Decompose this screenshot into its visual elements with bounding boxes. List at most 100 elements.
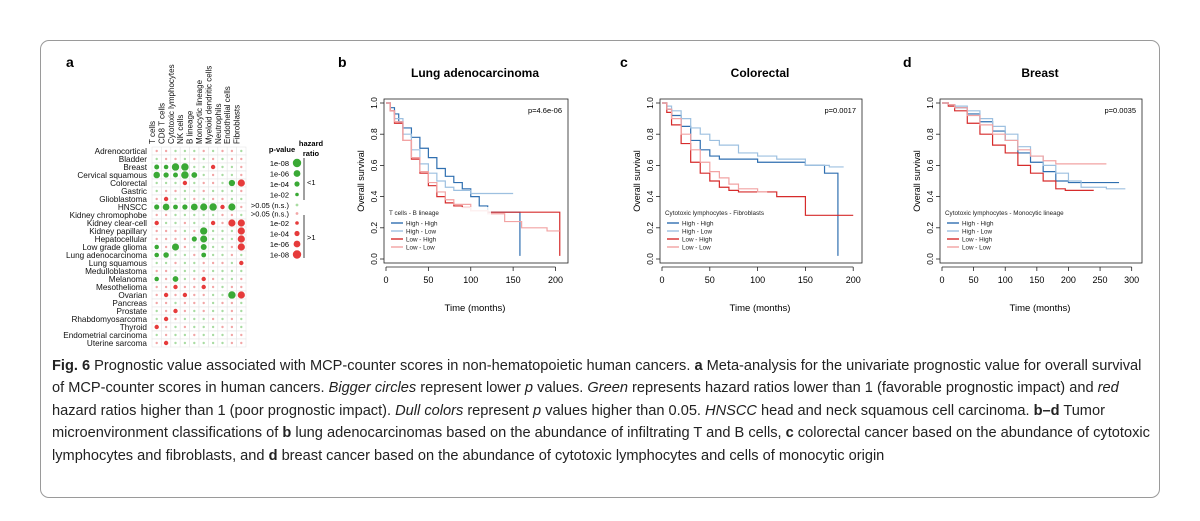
x-tick-label: 100 (463, 275, 478, 285)
heatmap-dot (200, 235, 208, 243)
heatmap-dot (155, 189, 158, 193)
heatmap-dot (211, 149, 215, 153)
heatmap-dot (182, 292, 188, 298)
plot-frame (383, 98, 569, 264)
panel-label-c: c (620, 54, 628, 70)
x-axis-label: Time (months) (730, 303, 791, 314)
legend-dot (295, 221, 299, 225)
heatmap-dot (201, 252, 207, 258)
heatmap-dot (163, 292, 169, 298)
x-tick-label: 0 (659, 275, 664, 285)
legend-bg (663, 207, 767, 253)
y-tick-label: 0.8 (645, 128, 655, 140)
caption-emph: HNSCC (705, 402, 757, 419)
heatmap-row-label: Pancreas (112, 299, 147, 308)
heatmap-dot (164, 221, 168, 225)
heatmap-dot (211, 285, 215, 289)
x-tick-label: 50 (705, 275, 715, 285)
heatmap-row-label: Thyroid (120, 323, 148, 332)
heatmap-dot (211, 197, 215, 201)
heatmap-dot (163, 252, 169, 258)
heatmap-dot (221, 197, 224, 201)
heatmap-column-label: Cytotoxic lymphocytes (167, 64, 176, 144)
heatmap-dot (174, 333, 177, 337)
legend-dot (293, 170, 301, 177)
heatmap-dot (154, 276, 159, 282)
x-tick-label: 0 (939, 275, 944, 285)
heatmap-dot (153, 171, 160, 179)
legend-pvalue-label: 1e-02 (270, 219, 289, 228)
heatmap-column-label: CD8 T cells (157, 103, 166, 144)
legend-entry: Low - Low (682, 244, 711, 251)
heatmap-dot (183, 261, 187, 265)
y-tick-label: 0.8 (369, 128, 379, 140)
heatmap-dot (240, 173, 243, 177)
heatmap-dot (183, 325, 187, 329)
caption-text: represent lower (416, 380, 525, 397)
caption-ref-b: b (282, 425, 292, 442)
heatmap-dot (202, 149, 205, 153)
heatmap-dot (211, 237, 215, 241)
survival-curve (386, 102, 560, 232)
heatmap-dot (174, 325, 177, 329)
x-tick-label: 300 (1124, 275, 1139, 285)
heatmap-dot (183, 149, 187, 153)
caption-text: Meta-analysis for the univariate prognos… (52, 358, 1142, 397)
heatmap-dot (155, 229, 158, 233)
heatmap-dot (230, 261, 234, 265)
heatmap-dot (163, 172, 169, 178)
heatmap-dot (221, 301, 224, 305)
heatmap-dot (154, 252, 160, 258)
heatmap-dot (202, 173, 205, 177)
y-axis-label: Overall survival (632, 150, 642, 212)
caption-ref-c: c (785, 425, 794, 442)
legend-bg (943, 207, 1047, 253)
heatmap-dot (230, 301, 234, 305)
heatmap-dot (240, 285, 243, 289)
heatmap-dot (211, 189, 215, 193)
heatmap-dot (202, 325, 205, 329)
heatmap-dot (164, 213, 168, 217)
legend-hr-header: ratio (303, 149, 320, 158)
heatmap-dot (240, 165, 243, 169)
y-tick-label: 1.0 (369, 97, 379, 109)
heatmap-dot (240, 157, 243, 161)
heatmap-dot (193, 317, 196, 321)
x-tick-label: 50 (969, 275, 979, 285)
heatmap-dot (154, 164, 160, 170)
legend-entry: Low - High (962, 236, 993, 243)
heatmap-dot (230, 157, 234, 161)
heatmap-row-label: Endometrial carcinoma (63, 331, 147, 340)
heatmap-dot (155, 149, 158, 153)
p-value-label: p=4.6e-06 (528, 106, 562, 115)
heatmap-dot (174, 213, 177, 217)
caption-ref-a: a (694, 358, 703, 374)
chart-title: Colorectal (731, 66, 790, 80)
survival-curve (662, 102, 854, 216)
legend-pvalue-label: 1e-08 (270, 159, 289, 168)
y-tick-label: 0.0 (645, 253, 655, 265)
legend-pvalue-label: 1e-06 (270, 240, 289, 249)
legend-bg (387, 207, 491, 253)
heatmap-dot (164, 309, 168, 313)
heatmap-dot (230, 189, 234, 193)
y-tick-label: 0.4 (645, 190, 655, 202)
heatmap-row-label: Ovarian (118, 291, 147, 300)
y-tick-label: 0.6 (645, 159, 655, 171)
y-tick-label: 0.6 (369, 159, 379, 171)
y-tick-label: 0.0 (369, 253, 379, 265)
heatmap-dot (173, 308, 178, 314)
heatmap-dot (183, 269, 187, 273)
heatmap-row-label: Rhabdomyosarcoma (71, 315, 147, 324)
heatmap-dot (230, 213, 234, 217)
heatmap-dot (174, 229, 177, 233)
caption-emph: Dull colors (395, 402, 464, 419)
heatmap-row-label: Bladder (119, 155, 147, 164)
heatmap-dot (193, 293, 196, 297)
heatmap-dot (183, 197, 187, 201)
heatmap-dot (183, 341, 187, 345)
heatmap-dot (181, 163, 189, 171)
caption-emph: red (1097, 380, 1119, 397)
y-tick-label: 0.2 (925, 222, 935, 234)
heatmap-dot (155, 333, 158, 337)
